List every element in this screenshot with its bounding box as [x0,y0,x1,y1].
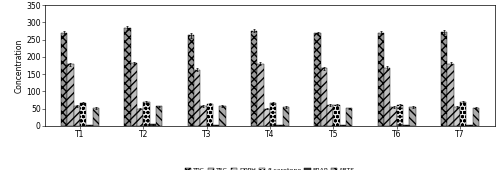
Bar [92,108,99,126]
Bar [194,70,200,126]
Bar [188,36,194,126]
Bar [86,125,92,126]
Bar [314,33,320,126]
Bar [137,109,143,126]
Bar [390,107,397,126]
Bar [441,32,448,126]
Bar [460,102,466,126]
Bar [320,68,327,126]
Bar [403,125,409,126]
Bar [67,64,73,126]
Bar [384,68,390,126]
Bar [378,33,384,126]
Bar [143,102,150,126]
Bar [327,105,334,126]
Bar [282,107,289,126]
Bar [397,105,403,126]
Bar [61,33,67,126]
Bar [150,124,156,126]
Bar [80,103,86,126]
Bar [124,28,130,126]
Bar [264,109,270,126]
Y-axis label: Concentration: Concentration [14,38,24,93]
Bar [410,107,416,126]
Bar [346,108,352,126]
Bar [454,107,460,126]
Bar [251,31,258,126]
Bar [473,108,479,126]
Bar [213,125,220,126]
Bar [276,125,282,126]
Bar [340,125,346,126]
Bar [130,63,137,126]
Bar [466,125,473,126]
Bar [74,106,80,126]
Bar [206,104,213,126]
Bar [258,64,264,126]
Bar [200,106,206,126]
Bar [270,103,276,126]
Legend: TPC, TFC, DPPH, β-carotene, FRAP, ABTS: TPC, TFC, DPPH, β-carotene, FRAP, ABTS [182,165,358,170]
Bar [448,64,454,126]
Bar [220,106,226,126]
Bar [334,105,340,126]
Bar [156,106,162,126]
